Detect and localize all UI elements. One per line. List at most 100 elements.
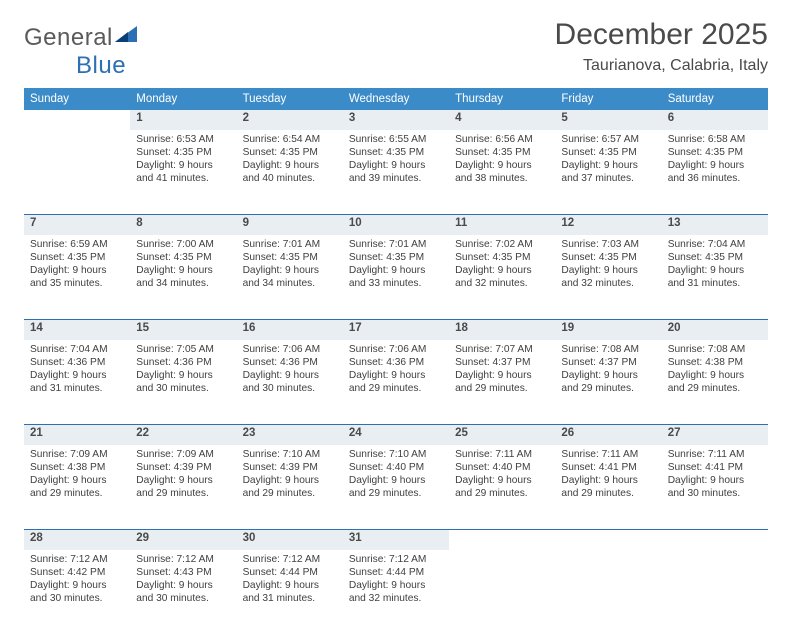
day-cell xyxy=(662,550,768,634)
day-detail: Sunrise: 7:11 AMSunset: 4:40 PMDaylight:… xyxy=(449,445,555,503)
calendar-page: General Blue December 2025 Taurianova, C… xyxy=(0,0,792,612)
day-cell: Sunrise: 7:10 AMSunset: 4:40 PMDaylight:… xyxy=(343,445,449,530)
logo-triangle-icon xyxy=(115,24,137,42)
brand-logo: General Blue xyxy=(24,24,137,80)
day-cell: Sunrise: 7:11 AMSunset: 4:41 PMDaylight:… xyxy=(555,445,661,530)
day-cell: Sunrise: 7:11 AMSunset: 4:41 PMDaylight:… xyxy=(662,445,768,530)
day-number: 13 xyxy=(662,215,768,236)
day-cell: Sunrise: 6:58 AMSunset: 4:35 PMDaylight:… xyxy=(662,130,768,215)
week-row: Sunrise: 7:04 AMSunset: 4:36 PMDaylight:… xyxy=(24,340,768,425)
day-cell: Sunrise: 6:55 AMSunset: 4:35 PMDaylight:… xyxy=(343,130,449,215)
day-detail: Sunrise: 7:08 AMSunset: 4:38 PMDaylight:… xyxy=(662,340,768,398)
day-cell: Sunrise: 7:12 AMSunset: 4:43 PMDaylight:… xyxy=(130,550,236,634)
day-header: Wednesday xyxy=(343,88,449,110)
day-cell: Sunrise: 7:12 AMSunset: 4:44 PMDaylight:… xyxy=(237,550,343,634)
day-cell: Sunrise: 6:54 AMSunset: 4:35 PMDaylight:… xyxy=(237,130,343,215)
day-detail: Sunrise: 7:00 AMSunset: 4:35 PMDaylight:… xyxy=(130,235,236,293)
day-detail: Sunrise: 7:10 AMSunset: 4:39 PMDaylight:… xyxy=(237,445,343,503)
calendar-body: 123456Sunrise: 6:53 AMSunset: 4:35 PMDay… xyxy=(24,110,768,634)
day-number: 24 xyxy=(343,425,449,446)
day-number: 25 xyxy=(449,425,555,446)
day-detail: Sunrise: 6:56 AMSunset: 4:35 PMDaylight:… xyxy=(449,130,555,188)
day-detail: Sunrise: 7:10 AMSunset: 4:40 PMDaylight:… xyxy=(343,445,449,503)
day-number: 4 xyxy=(449,110,555,130)
day-number xyxy=(449,530,555,551)
daynum-row: 14151617181920 xyxy=(24,320,768,341)
day-detail: Sunrise: 7:12 AMSunset: 4:44 PMDaylight:… xyxy=(343,550,449,608)
day-cell: Sunrise: 7:07 AMSunset: 4:37 PMDaylight:… xyxy=(449,340,555,425)
day-detail: Sunrise: 7:08 AMSunset: 4:37 PMDaylight:… xyxy=(555,340,661,398)
day-cell: Sunrise: 6:56 AMSunset: 4:35 PMDaylight:… xyxy=(449,130,555,215)
day-cell: Sunrise: 7:09 AMSunset: 4:39 PMDaylight:… xyxy=(130,445,236,530)
day-detail: Sunrise: 6:58 AMSunset: 4:35 PMDaylight:… xyxy=(662,130,768,188)
day-detail: Sunrise: 6:53 AMSunset: 4:35 PMDaylight:… xyxy=(130,130,236,188)
day-header-row: SundayMondayTuesdayWednesdayThursdayFrid… xyxy=(24,88,768,110)
day-number: 9 xyxy=(237,215,343,236)
header: General Blue December 2025 Taurianova, C… xyxy=(24,18,768,80)
day-cell: Sunrise: 7:01 AMSunset: 4:35 PMDaylight:… xyxy=(343,235,449,320)
day-header: Sunday xyxy=(24,88,130,110)
day-detail: Sunrise: 7:04 AMSunset: 4:35 PMDaylight:… xyxy=(662,235,768,293)
day-number: 15 xyxy=(130,320,236,341)
day-number: 7 xyxy=(24,215,130,236)
day-cell: Sunrise: 7:08 AMSunset: 4:38 PMDaylight:… xyxy=(662,340,768,425)
day-detail: Sunrise: 6:59 AMSunset: 4:35 PMDaylight:… xyxy=(24,235,130,293)
day-cell: Sunrise: 6:59 AMSunset: 4:35 PMDaylight:… xyxy=(24,235,130,320)
day-detail: Sunrise: 7:06 AMSunset: 4:36 PMDaylight:… xyxy=(343,340,449,398)
day-number: 18 xyxy=(449,320,555,341)
day-number xyxy=(555,530,661,551)
title-block: December 2025 Taurianova, Calabria, Ital… xyxy=(555,18,768,75)
brand-name-a: General xyxy=(24,24,113,51)
day-number xyxy=(662,530,768,551)
day-number: 23 xyxy=(237,425,343,446)
day-cell: Sunrise: 7:05 AMSunset: 4:36 PMDaylight:… xyxy=(130,340,236,425)
day-cell: Sunrise: 7:02 AMSunset: 4:35 PMDaylight:… xyxy=(449,235,555,320)
day-number: 20 xyxy=(662,320,768,341)
day-cell: Sunrise: 7:06 AMSunset: 4:36 PMDaylight:… xyxy=(343,340,449,425)
day-number: 5 xyxy=(555,110,661,130)
day-cell: Sunrise: 7:12 AMSunset: 4:44 PMDaylight:… xyxy=(343,550,449,634)
week-row: Sunrise: 7:09 AMSunset: 4:38 PMDaylight:… xyxy=(24,445,768,530)
day-detail: Sunrise: 6:55 AMSunset: 4:35 PMDaylight:… xyxy=(343,130,449,188)
day-cell: Sunrise: 6:57 AMSunset: 4:35 PMDaylight:… xyxy=(555,130,661,215)
week-row: Sunrise: 6:59 AMSunset: 4:35 PMDaylight:… xyxy=(24,235,768,320)
month-title: December 2025 xyxy=(555,18,768,51)
day-number: 31 xyxy=(343,530,449,551)
day-header: Tuesday xyxy=(237,88,343,110)
day-number: 11 xyxy=(449,215,555,236)
day-detail: Sunrise: 7:09 AMSunset: 4:39 PMDaylight:… xyxy=(130,445,236,503)
calendar-head: SundayMondayTuesdayWednesdayThursdayFrid… xyxy=(24,88,768,110)
day-cell: Sunrise: 7:08 AMSunset: 4:37 PMDaylight:… xyxy=(555,340,661,425)
day-cell: Sunrise: 7:04 AMSunset: 4:36 PMDaylight:… xyxy=(24,340,130,425)
calendar-table: SundayMondayTuesdayWednesdayThursdayFrid… xyxy=(24,88,768,634)
day-cell xyxy=(24,130,130,215)
day-number: 10 xyxy=(343,215,449,236)
day-detail: Sunrise: 7:07 AMSunset: 4:37 PMDaylight:… xyxy=(449,340,555,398)
day-cell xyxy=(449,550,555,634)
location-subtitle: Taurianova, Calabria, Italy xyxy=(555,57,768,75)
day-detail: Sunrise: 7:06 AMSunset: 4:36 PMDaylight:… xyxy=(237,340,343,398)
day-cell: Sunrise: 7:10 AMSunset: 4:39 PMDaylight:… xyxy=(237,445,343,530)
day-detail: Sunrise: 7:03 AMSunset: 4:35 PMDaylight:… xyxy=(555,235,661,293)
day-header: Thursday xyxy=(449,88,555,110)
daynum-row: 28293031 xyxy=(24,530,768,551)
day-number: 1 xyxy=(130,110,236,130)
day-detail: Sunrise: 7:01 AMSunset: 4:35 PMDaylight:… xyxy=(237,235,343,293)
day-number: 8 xyxy=(130,215,236,236)
daynum-row: 21222324252627 xyxy=(24,425,768,446)
day-detail: Sunrise: 7:02 AMSunset: 4:35 PMDaylight:… xyxy=(449,235,555,293)
day-detail: Sunrise: 7:01 AMSunset: 4:35 PMDaylight:… xyxy=(343,235,449,293)
day-number xyxy=(24,110,130,130)
day-number: 28 xyxy=(24,530,130,551)
day-cell: Sunrise: 7:12 AMSunset: 4:42 PMDaylight:… xyxy=(24,550,130,634)
brand-name: General Blue xyxy=(24,24,137,80)
day-number: 27 xyxy=(662,425,768,446)
day-cell: Sunrise: 7:04 AMSunset: 4:35 PMDaylight:… xyxy=(662,235,768,320)
day-detail: Sunrise: 7:04 AMSunset: 4:36 PMDaylight:… xyxy=(24,340,130,398)
day-number: 3 xyxy=(343,110,449,130)
day-cell xyxy=(555,550,661,634)
day-number: 19 xyxy=(555,320,661,341)
day-number: 6 xyxy=(662,110,768,130)
day-cell: Sunrise: 7:11 AMSunset: 4:40 PMDaylight:… xyxy=(449,445,555,530)
daynum-row: 123456 xyxy=(24,110,768,130)
